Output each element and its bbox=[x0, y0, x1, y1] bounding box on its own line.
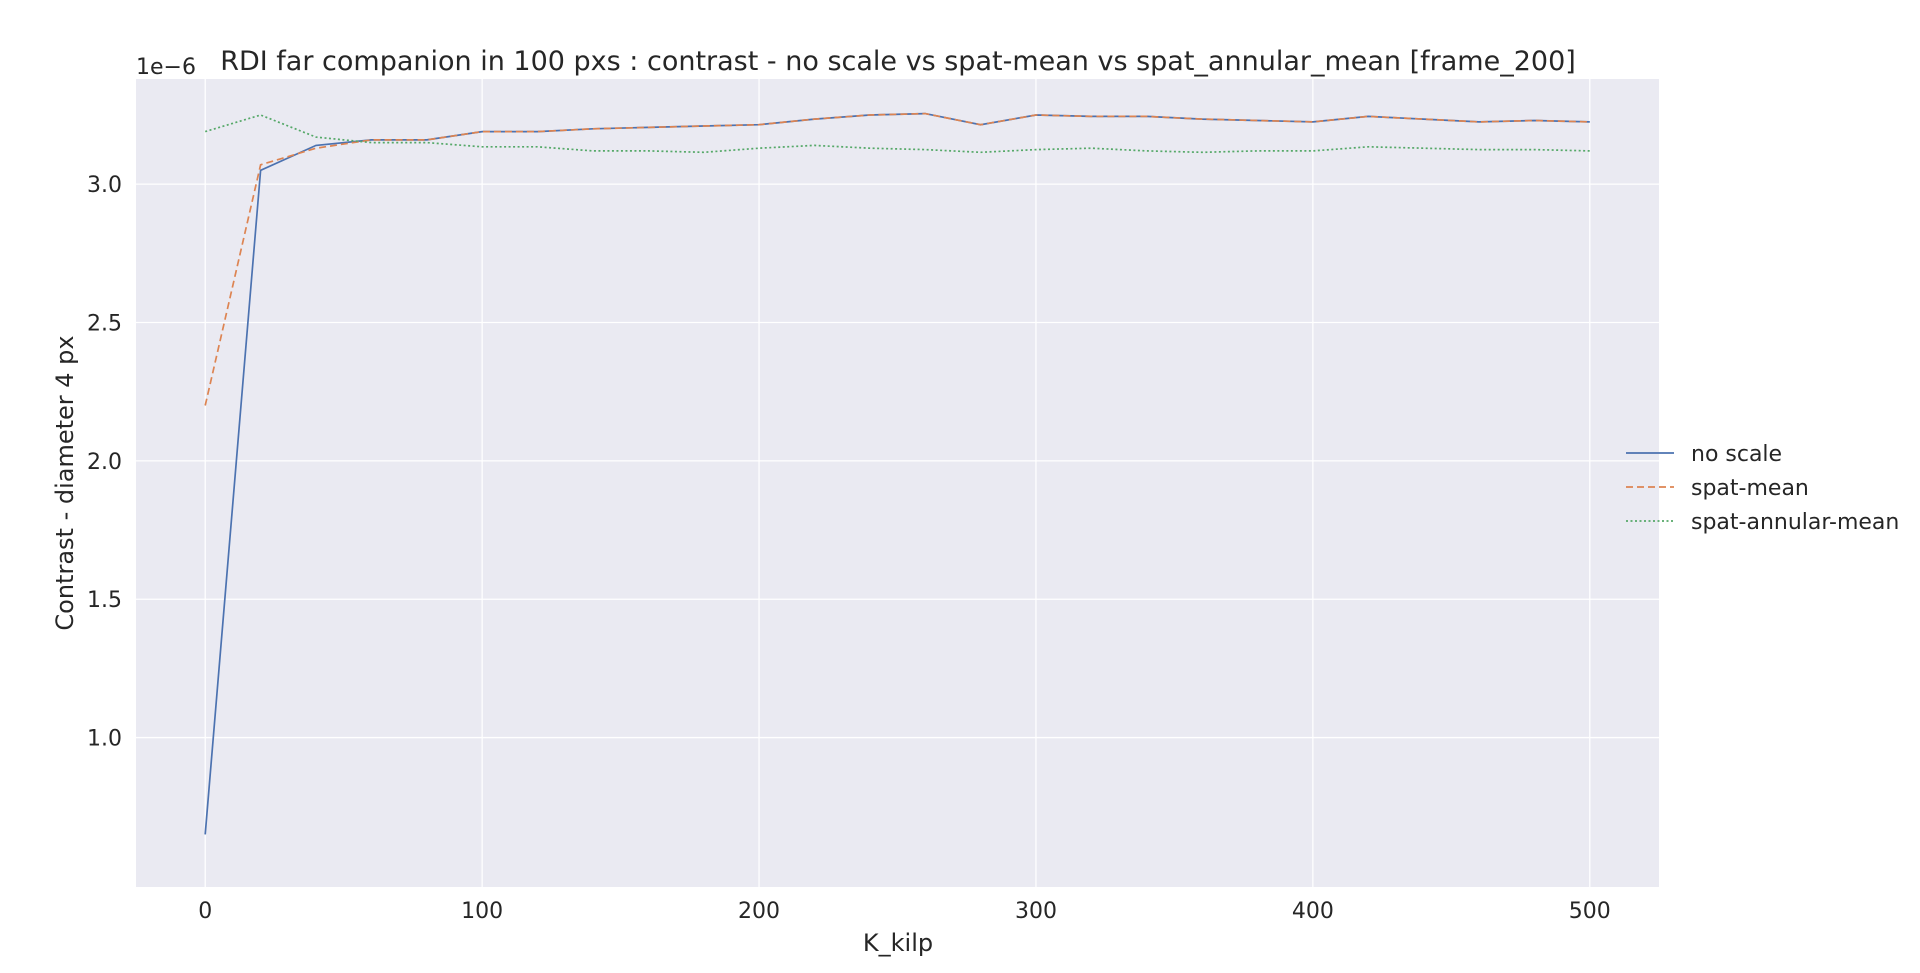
x-tick-label: 300 bbox=[1015, 899, 1057, 924]
y-axis-label: Contrast - diameter 4 px bbox=[51, 335, 79, 630]
y-offset-label: 1e−6 bbox=[136, 55, 196, 80]
chart-title: RDI far companion in 100 pxs : contrast … bbox=[220, 46, 1576, 77]
legend-label: no scale bbox=[1691, 442, 1782, 467]
series-line-spat-annular-mean bbox=[204, 114, 1590, 154]
legend-label: spat-mean bbox=[1691, 476, 1809, 501]
x-tick-label: 200 bbox=[738, 899, 780, 924]
legend: no scale spat-mean spat-annular-mean bbox=[1626, 442, 1899, 535]
x-tick-label: 100 bbox=[461, 899, 503, 924]
x-axis-ticks: 0 100 200 300 400 500 bbox=[198, 899, 1611, 924]
y-tick-label: 3.0 bbox=[87, 173, 122, 198]
grid-lines bbox=[136, 79, 1659, 887]
y-tick-label: 1.0 bbox=[87, 727, 122, 752]
x-axis-label: K_kilp bbox=[863, 929, 933, 957]
x-tick-label: 400 bbox=[1292, 899, 1334, 924]
y-axis-ticks: 1.0 1.5 2.0 2.5 3.0 bbox=[87, 173, 122, 751]
legend-label: spat-annular-mean bbox=[1691, 510, 1899, 535]
y-tick-label: 2.5 bbox=[87, 312, 122, 337]
x-tick-label: 500 bbox=[1569, 899, 1611, 924]
x-tick-label: 0 bbox=[198, 899, 212, 924]
plot-area bbox=[136, 79, 1659, 887]
series-line-no-scale bbox=[204, 112, 1590, 835]
y-tick-label: 1.5 bbox=[87, 588, 122, 613]
y-tick-label: 2.0 bbox=[87, 450, 122, 475]
series-lines bbox=[204, 112, 1590, 835]
